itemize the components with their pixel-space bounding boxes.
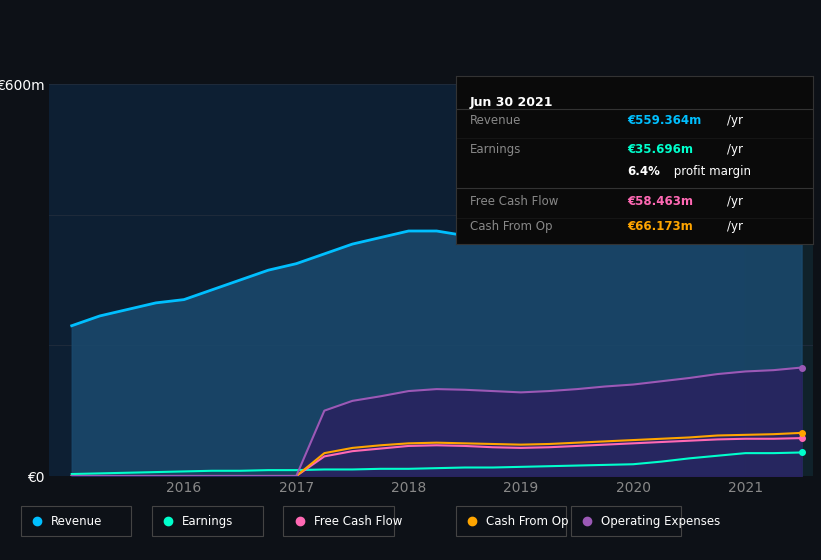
Text: /yr: /yr <box>727 220 743 234</box>
Bar <box>571 506 681 536</box>
Text: 6.4%: 6.4% <box>627 165 660 178</box>
Text: €35.696m: €35.696m <box>627 143 693 156</box>
Text: €58.463m: €58.463m <box>627 195 693 208</box>
Bar <box>21 506 131 536</box>
Text: Revenue: Revenue <box>470 114 521 128</box>
Bar <box>745 84 813 476</box>
Text: Free Cash Flow: Free Cash Flow <box>314 515 402 528</box>
Text: Earnings: Earnings <box>470 143 521 156</box>
Bar <box>456 506 566 536</box>
Bar <box>152 506 263 536</box>
Text: Cash From Op: Cash From Op <box>486 515 568 528</box>
Text: profit margin: profit margin <box>670 165 751 178</box>
Text: Revenue: Revenue <box>51 515 103 528</box>
Text: €559.364m: €559.364m <box>627 114 701 128</box>
Text: /yr: /yr <box>727 143 743 156</box>
Text: /yr: /yr <box>727 114 743 128</box>
Text: /yr: /yr <box>727 195 743 208</box>
Text: Jun 30 2021: Jun 30 2021 <box>470 96 553 109</box>
Text: Earnings: Earnings <box>182 515 234 528</box>
Text: Free Cash Flow: Free Cash Flow <box>470 195 558 208</box>
Bar <box>283 506 394 536</box>
Text: Cash From Op: Cash From Op <box>470 220 553 234</box>
Text: Operating Expenses: Operating Expenses <box>601 515 720 528</box>
Text: €66.173m: €66.173m <box>627 220 693 234</box>
